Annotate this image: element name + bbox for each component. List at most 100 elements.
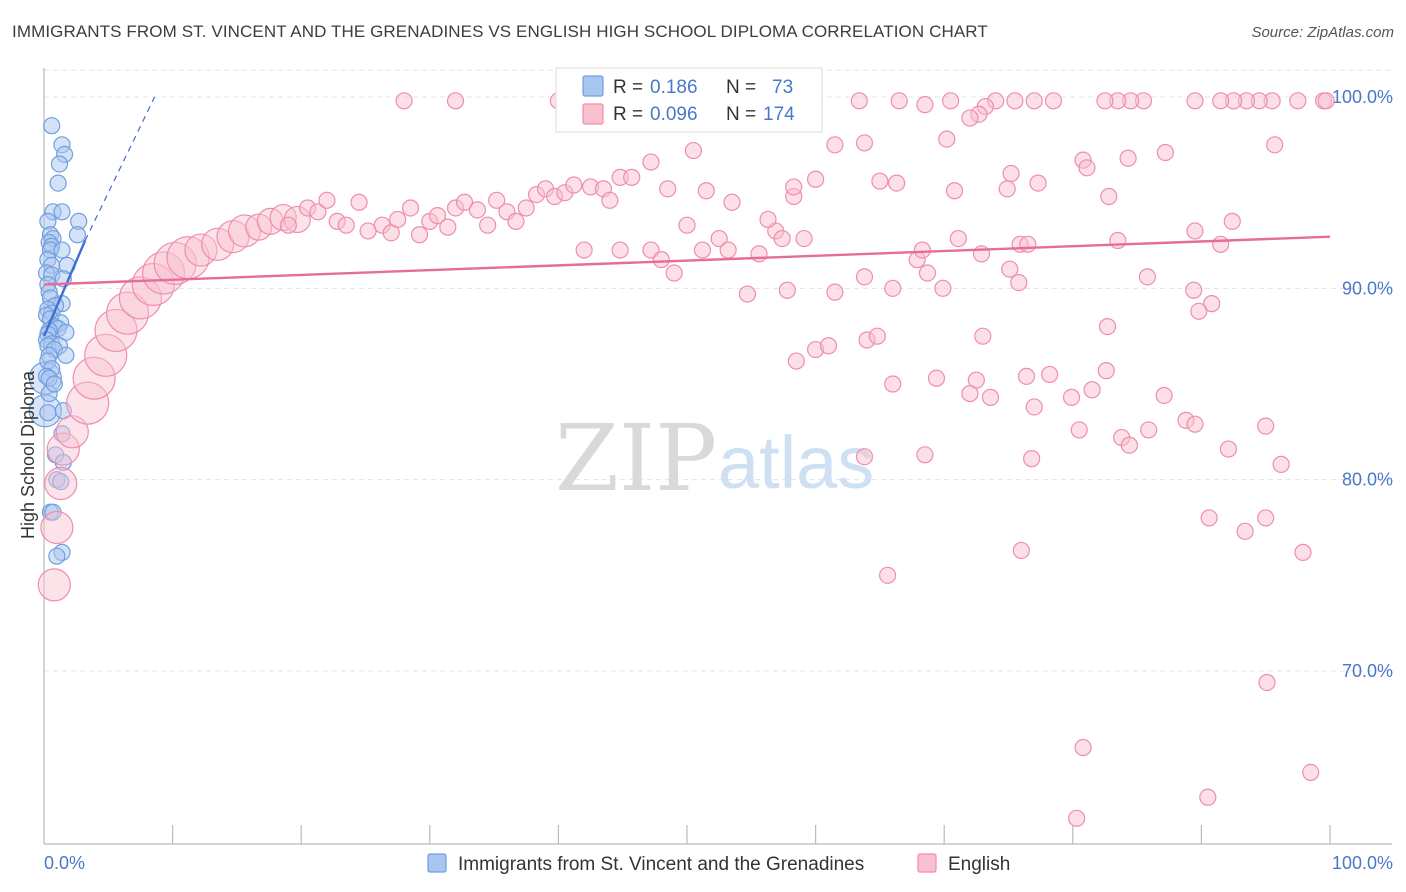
- point-english: [1155, 386, 1173, 405]
- point-english: [1190, 302, 1208, 320]
- y-tick-label: 90.0%: [1342, 278, 1393, 298]
- point-english: [710, 229, 728, 248]
- point-english: [1223, 212, 1241, 230]
- point-english-large: [40, 510, 74, 545]
- point-english: [1017, 367, 1036, 385]
- point-english: [884, 375, 902, 393]
- point-english: [410, 226, 429, 244]
- point-english: [395, 92, 413, 110]
- point-english: [488, 191, 506, 209]
- point-english: [697, 182, 715, 200]
- point-english: [479, 216, 497, 234]
- point-immigrants: [39, 404, 57, 422]
- point-english: [1200, 509, 1218, 527]
- point-english: [1070, 421, 1088, 439]
- point-english: [1044, 92, 1063, 110]
- legend-label-immigrants: Immigrants from St. Vincent and the Gren…: [458, 854, 864, 875]
- point-english: [1096, 92, 1114, 110]
- point-english: [1078, 159, 1096, 177]
- point-english-large: [201, 227, 235, 261]
- point-english: [961, 109, 979, 127]
- y-tick-label: 70.0%: [1342, 661, 1393, 681]
- point-english: [575, 241, 593, 259]
- point-english: [565, 176, 583, 194]
- point-immigrants: [52, 472, 70, 491]
- point-english: [1109, 231, 1127, 250]
- point-english: [318, 191, 336, 209]
- point-english: [1289, 92, 1307, 110]
- watermark: ZIP atlas: [555, 405, 874, 512]
- point-english: [916, 96, 934, 114]
- point-english: [974, 327, 992, 345]
- point-english: [981, 388, 1000, 406]
- point-english: [1236, 522, 1254, 540]
- point-english: [439, 218, 457, 236]
- point-english: [389, 210, 407, 229]
- point-english: [652, 251, 670, 269]
- point-immigrants: [48, 547, 66, 565]
- point-english: [1186, 222, 1204, 240]
- point-english: [1010, 273, 1028, 292]
- stats-swatch-pink: [582, 103, 604, 125]
- stats-n-label: N =: [726, 77, 756, 98]
- point-english: [1002, 164, 1020, 183]
- point-immigrants: [45, 375, 63, 393]
- point-english-large: [72, 356, 116, 400]
- point-english: [945, 182, 964, 200]
- point-english: [949, 229, 967, 248]
- point-english: [1302, 763, 1320, 782]
- point-english: [678, 216, 696, 234]
- point-english: [913, 241, 931, 259]
- point-english: [1062, 388, 1081, 406]
- point-english-large: [46, 432, 80, 466]
- point-english: [918, 264, 937, 282]
- trend-line-english: [43, 235, 1331, 286]
- stats-r-value: 0.186: [650, 77, 698, 98]
- y-tick-label: 100.0%: [1332, 87, 1393, 107]
- point-english: [1041, 365, 1059, 384]
- y-axis-label: High School Diploma: [18, 370, 38, 539]
- point-english: [890, 92, 908, 110]
- point-english: [1257, 509, 1275, 527]
- point-english: [1019, 235, 1037, 253]
- point-english: [1203, 295, 1221, 313]
- stats-r-label: R =: [613, 104, 643, 125]
- point-english: [719, 241, 737, 259]
- point-english: [806, 170, 825, 188]
- point-english: [1120, 436, 1138, 454]
- point-english: [1185, 281, 1203, 299]
- point-english: [1025, 92, 1043, 110]
- point-immigrants: [53, 241, 71, 259]
- point-english: [1012, 541, 1030, 560]
- ticks: 100.0% 90.0% 80.0% 70.0% 0.0% 100.0%: [44, 87, 1393, 873]
- point-english: [1097, 362, 1115, 380]
- point-english: [938, 130, 956, 148]
- point-english: [998, 180, 1016, 198]
- point-english: [868, 327, 886, 345]
- point-english: [1140, 421, 1158, 439]
- legend-label-english: English: [948, 854, 1010, 875]
- point-english: [611, 241, 629, 259]
- point-english: [1001, 260, 1019, 278]
- point-english: [659, 180, 677, 198]
- point-english: [855, 268, 874, 286]
- point-english-large: [55, 415, 89, 449]
- point-english: [750, 245, 768, 263]
- series-legend: Immigrants from St. Vincent and the Gren…: [427, 853, 1010, 875]
- point-english: [1219, 440, 1238, 458]
- point-english: [916, 446, 934, 464]
- stats-n-value: 73: [772, 77, 793, 98]
- point-english: [1025, 398, 1043, 416]
- point-english-large: [44, 466, 78, 501]
- stats-r-label: R =: [613, 77, 643, 98]
- point-english: [778, 281, 796, 299]
- point-immigrants: [68, 226, 87, 244]
- point-english: [826, 136, 844, 154]
- point-english: [279, 216, 297, 234]
- watermark-atlas: atlas: [718, 421, 874, 504]
- point-english: [759, 210, 777, 229]
- stats-n-label: N =: [726, 104, 756, 125]
- point-english: [623, 168, 641, 186]
- point-english: [723, 193, 741, 211]
- point-english: [1100, 187, 1118, 206]
